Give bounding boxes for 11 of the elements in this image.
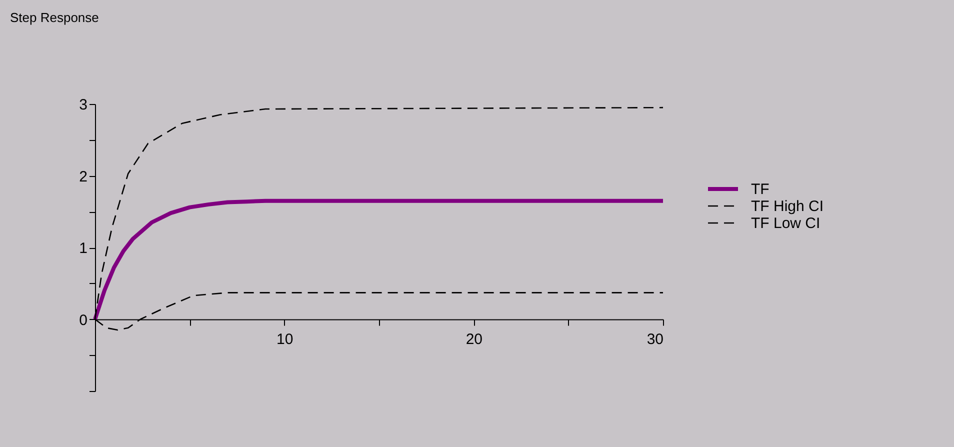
x-tick-label: 30 xyxy=(646,330,664,348)
y-tick-label: 1 xyxy=(79,240,88,257)
x-tick-label: 20 xyxy=(466,330,483,348)
legend-label: TF Low CI xyxy=(751,215,820,232)
legend-label: TF xyxy=(751,181,770,198)
y-tick-label: 2 xyxy=(79,168,88,186)
y-tick-label: 0 xyxy=(79,312,88,329)
x-tick-label: 10 xyxy=(276,330,294,348)
legend-label: TF High CI xyxy=(751,198,824,215)
y-tick-label: 3 xyxy=(79,96,88,114)
chart-title: Step Response xyxy=(10,10,99,25)
